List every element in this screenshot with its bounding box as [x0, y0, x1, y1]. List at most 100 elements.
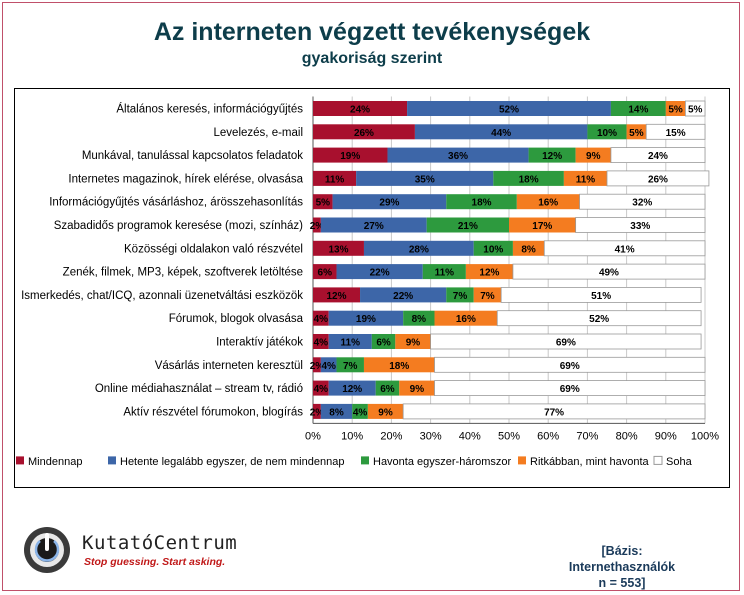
bar-segment — [606, 170, 710, 187]
category-label: Szabadidős programok keresése (mozi, szí… — [54, 220, 303, 232]
data-label: 35% — [415, 174, 435, 185]
bar-segment — [446, 287, 474, 303]
bar-segment — [313, 194, 333, 210]
x-tick-label: 60% — [537, 430, 559, 442]
bar-segment — [402, 403, 706, 420]
data-label: 32% — [632, 198, 652, 209]
category-label: Vásárlás interneten keresztül — [155, 360, 303, 372]
bar-segment — [367, 403, 404, 419]
bar-segment — [407, 101, 611, 116]
bar-segment — [336, 264, 423, 280]
category-label: Interaktív játékok — [216, 337, 303, 349]
legend-swatch — [361, 456, 369, 465]
data-label: 9% — [410, 384, 425, 395]
bar-segment — [575, 147, 611, 163]
bar-segment — [473, 287, 502, 303]
data-label: 4% — [314, 314, 329, 325]
bar-segment — [363, 240, 474, 256]
bar-segment — [313, 287, 361, 303]
bar-segment — [313, 264, 337, 280]
brand-name: KutatóCentrum — [82, 532, 238, 554]
data-label: 4% — [314, 338, 329, 349]
bar-segment — [434, 356, 706, 373]
bar-segment — [528, 147, 576, 163]
data-label: 6% — [376, 338, 391, 349]
data-label: 33% — [630, 221, 650, 232]
data-label: 22% — [370, 268, 390, 279]
bar-segment — [473, 240, 513, 256]
bar-segment — [313, 334, 329, 349]
x-tick-label: 0% — [305, 430, 321, 442]
category-label: Aktív részvétel fórumokon, blogírás — [123, 406, 303, 418]
legend-label: Hetente legalább egyszer, de nem mindenn… — [120, 456, 344, 468]
bar-segment — [399, 380, 435, 396]
bar-segment — [320, 357, 337, 373]
bar-segment — [587, 124, 627, 140]
data-label: 2% — [310, 221, 325, 232]
data-label: 11% — [325, 174, 345, 185]
bar-segment — [332, 194, 447, 210]
plot-area-border — [14, 88, 730, 488]
data-label: 5% — [668, 105, 683, 116]
bar-segment — [500, 286, 702, 303]
chart-title: Az interneten végzett tevékenységek — [153, 18, 591, 46]
data-label: 26% — [354, 128, 374, 139]
category-label: Online médiahasználat – stream tv, rádió — [95, 383, 303, 395]
bar-segment — [313, 380, 329, 396]
bar-segment — [516, 194, 580, 210]
bar-segment — [414, 124, 588, 140]
data-label: 10% — [597, 128, 617, 139]
bar-segment — [328, 334, 372, 349]
data-label: 15% — [666, 128, 686, 139]
category-label: Fórumok, blogok olvasása — [169, 313, 304, 325]
basis-line-2: n = 553] — [598, 576, 646, 590]
bar-segment — [313, 403, 321, 419]
bar-segment — [313, 124, 415, 140]
data-label: 6% — [380, 384, 395, 395]
data-label: 29% — [379, 198, 399, 209]
data-label: 28% — [409, 244, 429, 255]
bar-segment — [313, 357, 321, 373]
bar-segment — [356, 170, 494, 186]
sample-basis-note: [Bázis: Internethasználók n = 553] — [552, 543, 692, 591]
bar-segment — [626, 124, 647, 140]
data-label: 77% — [544, 407, 564, 418]
data-label: 41% — [615, 244, 635, 255]
bar-segment — [579, 193, 706, 210]
x-tick-label: 80% — [616, 430, 638, 442]
category-label: Ismerkedés, chat/ICQ, azonnali üzenetvál… — [21, 290, 303, 302]
bar-segment — [313, 217, 321, 233]
legend-swatch — [108, 456, 116, 465]
data-label: 69% — [560, 384, 580, 395]
bar-segment — [465, 264, 513, 280]
data-label: 44% — [491, 128, 511, 139]
data-label: 13% — [328, 244, 348, 255]
bar-segment — [320, 403, 353, 419]
data-label: 7% — [480, 291, 495, 302]
bar-segment — [610, 101, 666, 116]
data-label: 12% — [327, 291, 347, 302]
bar-segment — [336, 357, 364, 373]
bar-segment — [426, 217, 509, 233]
bar-segment — [313, 170, 357, 186]
bar-segment — [313, 147, 388, 163]
chart-subtitle: gyakoriság szerint — [301, 50, 443, 67]
data-label: 14% — [628, 105, 648, 116]
bar-segment — [328, 380, 376, 396]
bar-segment — [575, 217, 706, 233]
data-label: 4% — [353, 407, 368, 418]
bar-segment — [320, 217, 427, 233]
category-label: Általános keresés, információgyűjtés — [116, 103, 303, 116]
bar-segment — [422, 264, 466, 280]
legend-swatch — [16, 456, 24, 465]
x-tick-label: 10% — [341, 430, 363, 442]
data-label: 7% — [343, 361, 358, 372]
data-label: 18% — [519, 174, 539, 185]
bar-segment — [430, 333, 702, 350]
data-label: 11% — [435, 268, 455, 279]
bar-segment — [371, 334, 396, 349]
data-label: 21% — [458, 221, 478, 232]
x-tick-label: 100% — [691, 430, 719, 442]
data-label: 52% — [589, 314, 609, 325]
